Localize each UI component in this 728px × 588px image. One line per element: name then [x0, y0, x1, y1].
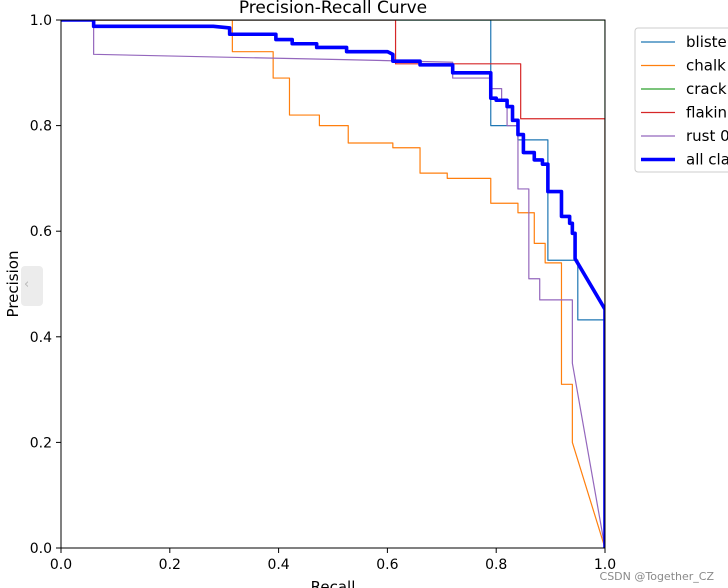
x-tick-label: 0.2 — [159, 557, 181, 573]
legend-label: crack — [686, 80, 727, 98]
x-tick-label: 0.4 — [267, 557, 289, 573]
y-tick-label: 0.4 — [30, 330, 52, 346]
plot-frame — [60, 19, 606, 549]
series-line-2 — [61, 20, 605, 548]
y-tick-label: 1.0 — [30, 13, 52, 29]
side-collapse-handle[interactable]: ‹ — [21, 266, 43, 306]
y-axis-title: Precision — [4, 251, 22, 318]
y-tick-label: 0.8 — [30, 119, 52, 135]
legend-label: flakin — [686, 104, 727, 122]
legend-label: bliste — [686, 33, 727, 51]
watermark-text: CSDN @Together_CZ — [599, 570, 714, 583]
x-axis-title: Recall — [311, 578, 356, 588]
x-tick-label: 0.0 — [50, 557, 72, 573]
series-line-0 — [61, 20, 605, 548]
chevron-left-icon: ‹ — [24, 277, 30, 292]
legend-label: all cla — [686, 151, 728, 169]
legend-label: rust 0 — [686, 127, 728, 145]
y-tick-label: 0.0 — [30, 541, 52, 557]
legend-label: chalk — [686, 57, 726, 75]
series-line-1 — [61, 20, 605, 548]
x-tick-label: 0.6 — [376, 557, 398, 573]
chart-title: Precision-Recall Curve — [239, 0, 427, 18]
y-tick-label: 0.6 — [30, 224, 52, 240]
legend: bliste chalk crack flakin rust 0 all cla — [634, 27, 728, 173]
series-line-5 — [61, 20, 605, 548]
x-tick-label: 0.8 — [485, 557, 507, 573]
x-tick-label: 1.0 — [594, 557, 616, 573]
series-line-4 — [61, 20, 605, 548]
series-line-3 — [61, 20, 605, 548]
y-tick-label: 0.2 — [30, 435, 52, 451]
